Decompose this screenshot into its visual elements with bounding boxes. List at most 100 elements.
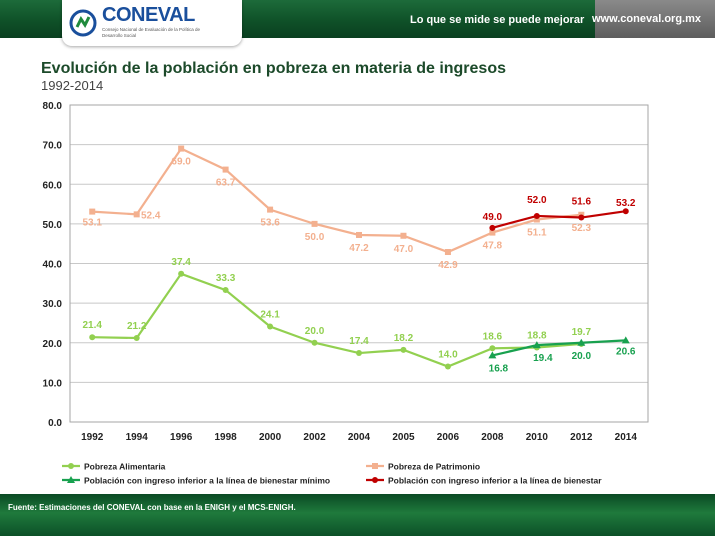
footer-bar <box>0 494 715 536</box>
series-pobreza-alimentaria-data-label: 18.8 <box>527 331 547 342</box>
series-pobreza-alimentaria-point <box>311 339 318 346</box>
series-pobreza-alimentaria-data-label: 18.6 <box>483 331 503 342</box>
series-poblaci-n-con-ingreso-inferior-a-la-l-nea-de-bienestar-data-label: 53.2 <box>616 198 636 209</box>
y-tick-label: 0.0 <box>48 418 62 429</box>
series-pobreza-de-patrimonio-point <box>400 232 407 239</box>
y-tick-label: 40.0 <box>43 260 63 271</box>
series-pobreza-de-patrimonio-point <box>222 166 229 173</box>
series-poblaci-n-con-ingreso-inferior-a-la-l-nea-de-bienestar-point <box>622 208 629 215</box>
x-tick-label: 2005 <box>392 432 415 443</box>
series-pobreza-de-patrimonio-data-label: 69.0 <box>171 157 191 168</box>
legend-item: Pobreza Alimentaria <box>84 462 166 472</box>
chart-subtitle: 1992-2014 <box>41 78 104 93</box>
series-poblaci-n-con-ingreso-inferior-a-la-l-nea-de-bienestar-m-nimo-line <box>492 339 626 357</box>
series-pobreza-de-patrimonio-point <box>356 231 362 238</box>
legend-item: Población con ingreso inferior a la líne… <box>84 476 330 486</box>
series-poblaci-n-con-ingreso-inferior-a-la-l-nea-de-bienestar-m-nimo-data-label: 20.6 <box>616 346 636 357</box>
series-pobreza-alimentaria-point <box>444 363 451 370</box>
series-pobreza-de-patrimonio-data-label: 52.3 <box>572 223 592 234</box>
legend-swatch-marker <box>372 463 378 469</box>
series-pobreza-alimentaria-point <box>356 350 362 357</box>
y-tick-label: 20.0 <box>43 339 63 350</box>
series-pobreza-de-patrimonio-point <box>178 145 185 152</box>
series-poblaci-n-con-ingreso-inferior-a-la-l-nea-de-bienestar-m-nimo-data-label: 16.8 <box>489 363 509 374</box>
footer-source-note: Fuente: Estimaciones del CONEVAL con bas… <box>8 503 296 512</box>
series-poblaci-n-con-ingreso-inferior-a-la-l-nea-de-bienestar-m-nimo-point <box>488 351 497 359</box>
series-pobreza-de-patrimonio-data-label: 47.2 <box>349 243 369 254</box>
x-tick-label: 2010 <box>526 432 549 443</box>
series-poblaci-n-con-ingreso-inferior-a-la-l-nea-de-bienestar-m-nimo-data-label: 20.0 <box>572 351 592 362</box>
series-poblaci-n-con-ingreso-inferior-a-la-l-nea-de-bienestar-m-nimo-point <box>621 336 630 344</box>
series-pobreza-alimentaria-point <box>178 270 185 277</box>
header-url-panel <box>595 0 715 38</box>
series-poblaci-n-con-ingreso-inferior-a-la-l-nea-de-bienestar-data-label: 52.0 <box>527 195 547 206</box>
series-pobreza-alimentaria-data-label: 24.1 <box>260 310 280 321</box>
series-pobreza-alimentaria-point <box>267 323 274 330</box>
series-pobreza-alimentaria-data-label: 17.4 <box>349 336 369 347</box>
series-pobreza-alimentaria-data-label: 18.2 <box>394 333 414 344</box>
y-tick-label: 60.0 <box>43 180 63 191</box>
series-poblaci-n-con-ingreso-inferior-a-la-l-nea-de-bienestar-m-nimo-point <box>577 338 586 346</box>
series-pobreza-alimentaria-point <box>133 334 140 341</box>
series-pobreza-de-patrimonio-data-label: 42.9 <box>438 260 458 271</box>
series-pobreza-alimentaria-data-label: 33.3 <box>216 273 236 284</box>
header-motto: Lo que se mide se puede mejorar <box>410 14 585 26</box>
legend-swatch-marker <box>68 463 74 469</box>
line-chart: 0.0 10.0 20.0 30.0 40.0 50.0 60.0 70.0 80.0 1992 1… <box>43 101 649 486</box>
series-pobreza-de-patrimonio-point <box>489 229 496 236</box>
series-poblaci-n-con-ingreso-inferior-a-la-l-nea-de-bienestar-line <box>492 210 626 229</box>
y-tick-label: 10.0 <box>43 378 63 389</box>
series-pobreza-alimentaria-point <box>400 346 407 353</box>
series-pobreza-alimentaria-point <box>89 334 96 341</box>
series-poblaci-n-con-ingreso-inferior-a-la-l-nea-de-bienestar-m-nimo-data-label: 19.4 <box>533 353 553 364</box>
series-pobreza-de-patrimonio-data-label: 53.6 <box>260 218 280 229</box>
series-pobreza-de-patrimonio-data-label: 53.1 <box>82 218 102 229</box>
x-tick-label: 2012 <box>570 432 593 443</box>
series-poblaci-n-con-ingreso-inferior-a-la-l-nea-de-bienestar-m-nimo-point <box>532 341 541 349</box>
series-poblaci-n-con-ingreso-inferior-a-la-l-nea-de-bienestar-point <box>533 212 540 219</box>
x-tick-label: 1998 <box>214 432 237 443</box>
logo-emblem-icon <box>69 9 97 37</box>
series-pobreza-de-patrimonio-data-label: 63.7 <box>216 178 236 189</box>
series-pobreza-alimentaria-data-label: 21.4 <box>82 320 102 331</box>
series-pobreza-de-patrimonio-point <box>133 211 140 218</box>
series-pobreza-de-patrimonio-point <box>533 216 540 223</box>
series-pobreza-alimentaria-data-label: 14.0 <box>438 350 458 361</box>
x-tick-label: 2006 <box>437 432 460 443</box>
x-tick-label: 2004 <box>348 432 371 443</box>
series-pobreza-de-patrimonio-data-label: 47.8 <box>483 241 503 252</box>
series-pobreza-de-patrimonio-point <box>444 249 451 256</box>
series-poblaci-n-con-ingreso-inferior-a-la-l-nea-de-bienestar-data-label: 49.0 <box>483 212 503 223</box>
series-pobreza-de-patrimonio-line <box>92 147 582 254</box>
x-tick-label: 2000 <box>259 432 282 443</box>
x-tick-label: 2002 <box>303 432 326 443</box>
series-pobreza-alimentaria-point <box>489 345 496 352</box>
y-tick-label: 70.0 <box>43 141 63 152</box>
series-pobreza-de-patrimonio-point <box>89 208 96 215</box>
legend-swatch-marker <box>372 477 378 483</box>
legend-swatch-marker <box>67 476 75 483</box>
series-poblaci-n-con-ingreso-inferior-a-la-l-nea-de-bienestar-data-label: 51.6 <box>572 197 592 208</box>
x-tick-label: 1994 <box>126 432 149 443</box>
series-pobreza-de-patrimonio-data-label: 52.4 <box>141 210 161 221</box>
plot-frame <box>69 104 649 423</box>
logo[interactable]: CONEVAL Consejo Nacional de Evaluación d… <box>62 0 242 46</box>
legend-item: Pobreza de Patrimonio <box>388 462 480 472</box>
series-pobreza-de-patrimonio-point <box>267 206 274 213</box>
series-pobreza-de-patrimonio-data-label: 51.1 <box>527 228 547 239</box>
series-pobreza-alimentaria-data-label: 21.2 <box>127 321 147 332</box>
series-poblaci-n-con-ingreso-inferior-a-la-l-nea-de-bienestar-point <box>578 214 585 221</box>
y-tick-label: 30.0 <box>43 299 63 310</box>
header-url-link[interactable]: www.coneval.org.mx <box>591 13 701 25</box>
logo-tagline: Consejo Nacional de Evaluación de la Pol… <box>102 27 201 38</box>
logo-wordmark: CONEVAL <box>102 4 195 26</box>
series-pobreza-alimentaria-data-label: 37.4 <box>171 257 191 268</box>
series-pobreza-de-patrimonio-data-label: 50.0 <box>305 232 325 243</box>
series-pobreza-alimentaria-point <box>222 287 229 294</box>
y-tick-label: 50.0 <box>43 220 63 231</box>
x-tick-label: 2008 <box>481 432 504 443</box>
y-tick-label: 80.0 <box>43 101 63 112</box>
chart-title: Evolución de la población en pobreza en … <box>41 60 506 77</box>
series-pobreza-alimentaria-data-label: 20.0 <box>305 326 325 337</box>
x-tick-label: 1996 <box>170 432 193 443</box>
